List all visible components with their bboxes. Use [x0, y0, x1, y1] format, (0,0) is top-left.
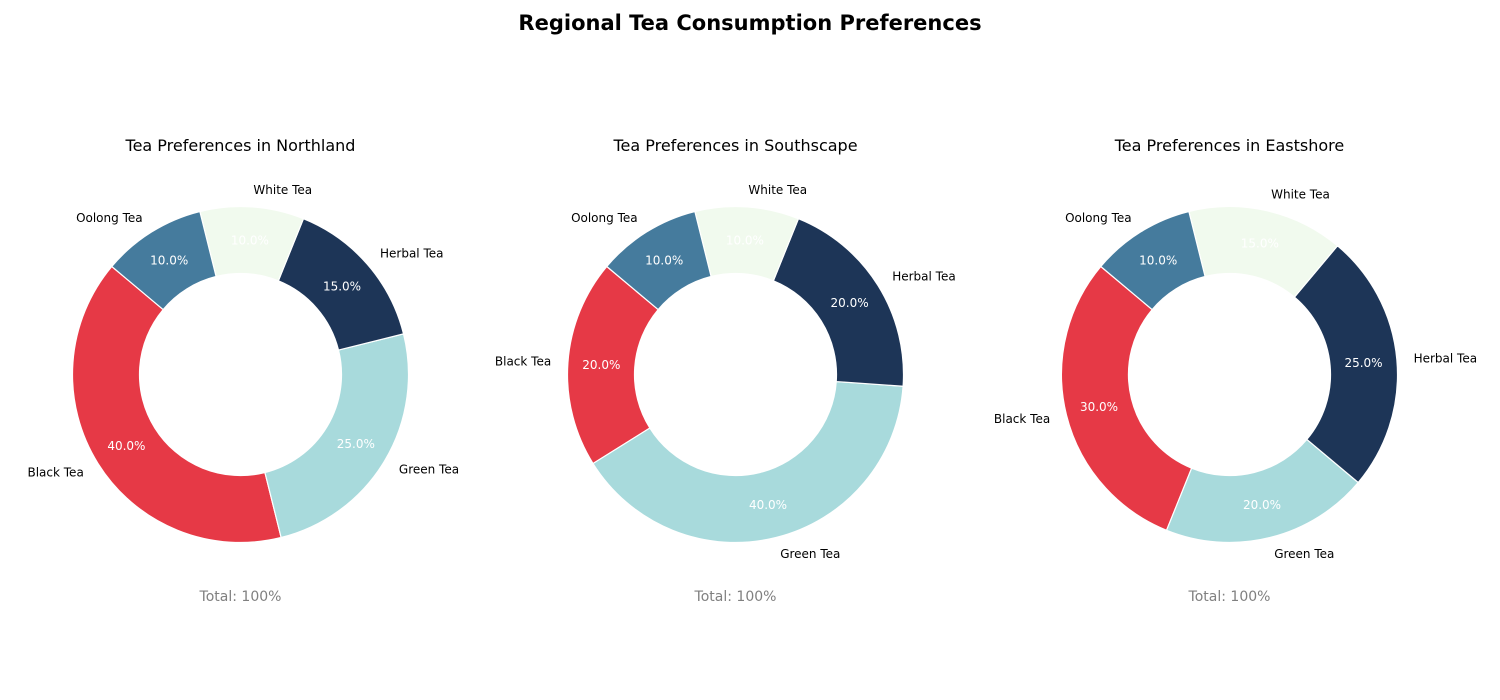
category-label-southscape-oolong-tea: Oolong Tea [571, 211, 638, 225]
figure-title: Regional Tea Consumption Preferences [518, 11, 981, 35]
slice-eastshore-herbal-tea [1293, 244, 1399, 484]
category-label-eastshore-herbal-tea: Herbal Tea [1414, 351, 1478, 365]
pct-label-eastshore-oolong-tea: 10.0% [1139, 253, 1177, 267]
slice-southscape-oolong-tea [605, 210, 712, 311]
slice-northland-black-tea [71, 265, 282, 544]
slice-southscape-green-tea [592, 380, 904, 544]
category-label-eastshore-green-tea: Green Tea [1274, 547, 1334, 561]
pct-label-eastshore-white-tea: 15.0% [1241, 236, 1279, 250]
slices-southscape: 20.0% Black Tea 40.0% Green Tea 20.0% Herbal … [495, 183, 956, 561]
pct-label-northland-black-tea: 40.0% [107, 439, 145, 453]
slices-eastshore: 30.0% Black Tea 20.0% Green Tea 25.0% Herbal … [994, 187, 1477, 560]
total-label-eastshore: Total: 100% [1188, 589, 1271, 605]
pct-label-southscape-green-tea: 40.0% [749, 498, 787, 512]
pct-label-northland-herbal-tea: 15.0% [323, 279, 361, 293]
pct-label-northland-oolong-tea: 10.0% [150, 253, 188, 267]
donut-chart-eastshore: Tea Preferences in Eastshore 30.0% Black … [994, 136, 1477, 605]
category-label-northland-oolong-tea: Oolong Tea [76, 211, 143, 225]
category-label-southscape-herbal-tea: Herbal Tea [892, 270, 956, 284]
donut-chart-southscape: Tea Preferences in Southscape 20.0% Black… [495, 136, 956, 605]
slice-northland-green-tea [264, 333, 410, 539]
total-label-southscape: Total: 100% [694, 589, 777, 605]
pct-label-northland-green-tea: 25.0% [337, 437, 375, 451]
pct-label-eastshore-green-tea: 20.0% [1243, 498, 1281, 512]
category-label-northland-green-tea: Green Tea [399, 463, 459, 477]
category-label-southscape-white-tea: White Tea [748, 183, 807, 197]
pct-label-northland-white-tea: 10.0% [231, 233, 269, 247]
slice-eastshore-oolong-tea [1099, 210, 1206, 311]
chart-title-northland: Tea Preferences in Northland [125, 136, 356, 155]
category-label-eastshore-white-tea: White Tea [1271, 187, 1330, 201]
category-label-eastshore-oolong-tea: Oolong Tea [1065, 211, 1132, 225]
category-label-southscape-black-tea: Black Tea [495, 355, 551, 369]
total-label-northland: Total: 100% [199, 589, 282, 605]
category-label-eastshore-black-tea: Black Tea [994, 412, 1050, 426]
slice-eastshore-black-tea [1060, 265, 1193, 532]
category-label-northland-black-tea: Black Tea [27, 465, 83, 479]
pct-label-eastshore-black-tea: 30.0% [1080, 400, 1118, 414]
donut-chart-northland: Tea Preferences in Northland 40.0% Black … [27, 136, 459, 605]
category-label-northland-white-tea: White Tea [253, 183, 312, 197]
slice-northland-oolong-tea [110, 210, 217, 311]
pct-label-southscape-herbal-tea: 20.0% [831, 296, 869, 310]
pct-label-southscape-black-tea: 20.0% [582, 358, 620, 372]
pct-label-southscape-oolong-tea: 10.0% [645, 253, 683, 267]
category-label-southscape-green-tea: Green Tea [780, 547, 840, 561]
slices-northland: 40.0% Black Tea 25.0% Green Tea 15.0% Herbal … [27, 183, 459, 544]
pct-label-southscape-white-tea: 10.0% [726, 233, 764, 247]
chart-title-southscape: Tea Preferences in Southscape [612, 136, 857, 155]
category-label-northland-herbal-tea: Herbal Tea [380, 246, 444, 260]
pct-label-eastshore-herbal-tea: 25.0% [1344, 356, 1382, 370]
chart-title-eastshore: Tea Preferences in Eastshore [1114, 136, 1345, 155]
